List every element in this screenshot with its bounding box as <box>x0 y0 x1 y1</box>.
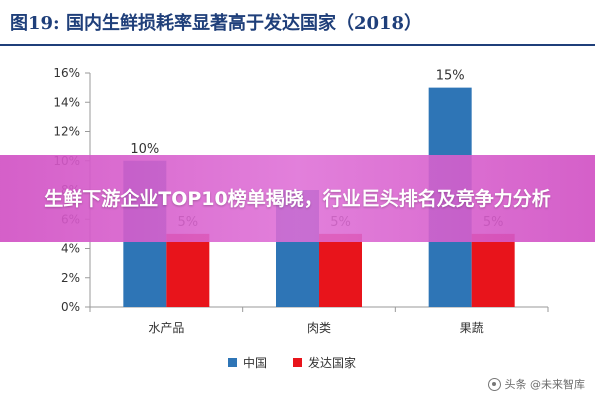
headline-text[interactable]: 生鲜下游企业TOP10榜单揭晓，行业巨头排名及竞争力分析 <box>44 187 551 210</box>
y-tick-label: 14% <box>53 95 80 109</box>
x-tick-label: 水产品 <box>148 321 184 335</box>
bar-发达国家 <box>319 233 362 307</box>
bar-发达国家 <box>471 233 515 307</box>
figure-title: 图19: 国内生鲜损耗率显著高于发达国家（2018） <box>10 13 423 34</box>
title-divider <box>0 44 595 46</box>
y-tick-label: 0% <box>61 300 80 314</box>
headline-banner[interactable]: 生鲜下游企业TOP10榜单揭晓，行业巨头排名及竞争力分析 <box>0 155 595 242</box>
data-label: 10% <box>130 142 159 157</box>
figure-header: 图19: 国内生鲜损耗率显著高于发达国家（2018） <box>0 0 595 44</box>
y-tick-label: 2% <box>61 271 80 285</box>
watermark: 头条 @未来智库 <box>487 376 586 392</box>
y-tick-label: 12% <box>53 125 80 139</box>
x-tick-label: 果蔬 <box>460 321 484 335</box>
watermark-text: 头条 @未来智库 <box>504 378 586 391</box>
data-label: 15% <box>436 69 465 84</box>
legend-label: 发达国家 <box>308 355 356 370</box>
legend-swatch <box>293 358 302 367</box>
y-tick-label: 4% <box>61 242 80 256</box>
legend-swatch <box>228 358 237 367</box>
y-tick-label: 16% <box>53 66 80 80</box>
x-tick-label: 肉类 <box>307 321 331 335</box>
bar-发达国家 <box>166 233 210 307</box>
legend-label: 中国 <box>243 355 267 370</box>
camera-icon <box>487 377 501 391</box>
